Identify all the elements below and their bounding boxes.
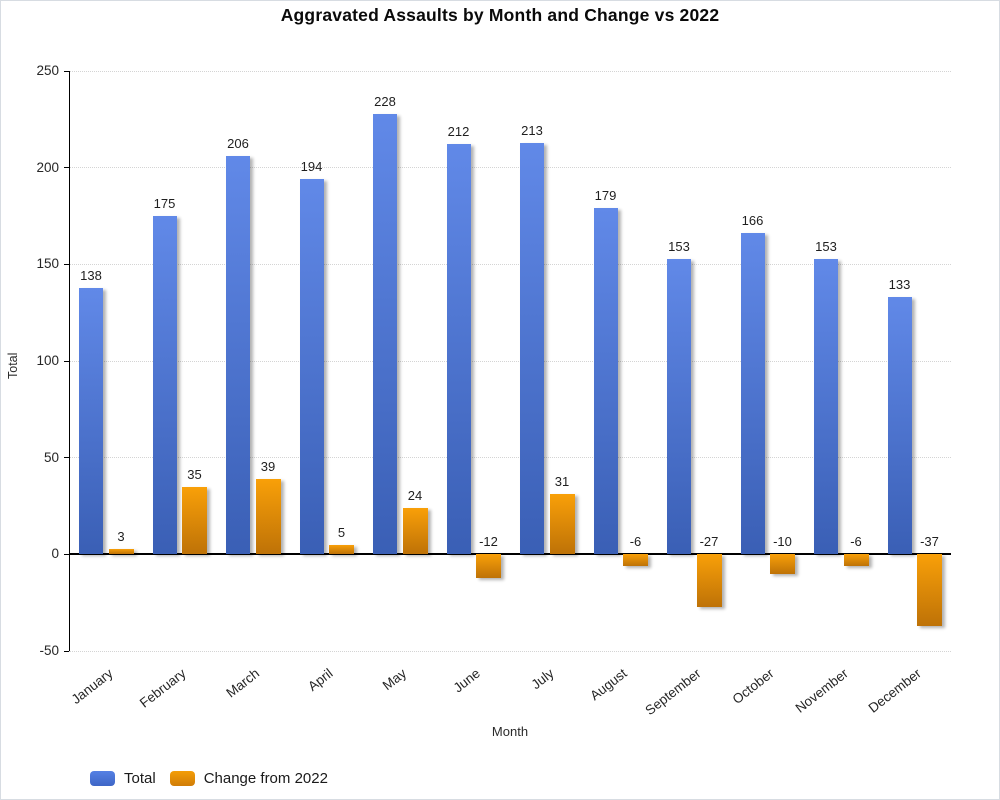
gridline — [69, 70, 951, 72]
value-label-total: 153 — [668, 238, 690, 254]
value-label-change: 3 — [117, 528, 125, 544]
bar-change-june[interactable] — [476, 554, 501, 578]
y-tick-mark — [64, 167, 69, 169]
bar-total-february[interactable] — [152, 216, 177, 555]
value-label-change: 39 — [260, 458, 276, 474]
y-tick-label: 50 — [43, 449, 59, 465]
bar-total-march[interactable] — [226, 156, 250, 555]
x-axis-title: Month — [491, 724, 529, 739]
bar-total-january[interactable] — [79, 287, 103, 555]
value-label-total: 153 — [815, 238, 837, 254]
zero-line — [69, 553, 951, 556]
y-tick-label: 100 — [36, 353, 59, 368]
x-tick-label-june: June — [450, 665, 484, 696]
legend-swatch-total[interactable] — [90, 771, 115, 786]
y-tick-label: 250 — [36, 63, 59, 78]
y-tick-label: 150 — [36, 256, 59, 272]
legend: Total Change from 2022 — [90, 770, 342, 787]
x-tick-label-december: December — [865, 665, 925, 716]
bar-total-november[interactable] — [814, 258, 838, 555]
gridline — [69, 167, 951, 169]
value-label-total: 166 — [741, 213, 764, 229]
y-tick-mark — [64, 650, 69, 652]
value-label-change: 24 — [407, 487, 423, 503]
x-tick-label-july: July — [528, 665, 557, 693]
x-tick-label-january: January — [68, 665, 116, 707]
value-label-change: -37 — [920, 534, 939, 550]
bar-change-may[interactable] — [402, 507, 428, 555]
x-tick-label-may: May — [380, 665, 410, 694]
bar-total-august[interactable] — [593, 208, 618, 555]
x-tick-label-september: September — [642, 665, 704, 719]
bar-total-december[interactable] — [887, 297, 912, 555]
bar-change-march[interactable] — [255, 478, 281, 555]
x-tick-label-november: November — [792, 665, 851, 716]
x-tick-label-february: February — [137, 665, 190, 711]
y-tick-mark — [64, 70, 69, 72]
y-tick-label: 0 — [51, 546, 59, 562]
y-tick-label: 200 — [36, 159, 59, 175]
value-label-total: 175 — [153, 196, 176, 211]
bar-change-october[interactable] — [770, 554, 795, 574]
value-label-change: -27 — [699, 534, 719, 550]
bar-total-june[interactable] — [446, 144, 471, 555]
x-tick-label-october: October — [730, 665, 778, 707]
chart-title: Aggravated Assaults by Month and Change … — [280, 5, 720, 25]
value-label-total: 228 — [374, 93, 396, 109]
bar-change-november[interactable] — [843, 554, 869, 566]
legend-swatch-change[interactable] — [169, 771, 195, 786]
value-label-change: -6 — [850, 534, 862, 550]
y-tick-mark — [64, 553, 69, 555]
value-label-total: 194 — [300, 159, 323, 175]
x-tick-label-april: April — [305, 665, 337, 695]
legend-label-change[interactable]: Change from 2022 — [203, 770, 328, 787]
bar-change-december[interactable] — [917, 554, 942, 626]
gridline — [69, 650, 951, 652]
value-label-total: 212 — [447, 124, 470, 140]
bar-total-april[interactable] — [299, 179, 324, 555]
value-label-change: 31 — [554, 474, 570, 490]
bar-total-october[interactable] — [740, 233, 765, 555]
value-label-total: 138 — [80, 267, 102, 283]
bar-change-april[interactable] — [329, 544, 354, 555]
value-label-change: 5 — [337, 524, 346, 540]
bar-change-july[interactable] — [549, 494, 575, 555]
gridline — [69, 457, 951, 459]
value-label-change: -12 — [479, 534, 498, 550]
y-axis-line — [68, 71, 70, 651]
bar-total-may[interactable] — [373, 113, 397, 555]
bar-change-august[interactable] — [623, 554, 648, 566]
value-label-total: 179 — [594, 188, 617, 204]
y-tick-mark — [64, 263, 69, 265]
legend-label-total[interactable]: Total — [124, 770, 156, 787]
x-tick-label-march: March — [223, 665, 263, 701]
value-label-total: 213 — [521, 122, 543, 138]
bar-change-january[interactable] — [108, 548, 134, 555]
value-label-change: 35 — [187, 466, 202, 482]
y-tick-mark — [64, 360, 69, 362]
bar-total-september[interactable] — [667, 258, 691, 555]
gridline — [69, 263, 951, 265]
gridline — [69, 360, 951, 362]
value-label-change: -10 — [773, 534, 792, 550]
y-tick-label: -50 — [39, 643, 59, 658]
bar-total-july[interactable] — [520, 142, 544, 555]
bar-change-september[interactable] — [696, 554, 722, 607]
value-label-total: 206 — [227, 136, 249, 152]
value-label-change: -6 — [629, 534, 642, 550]
y-tick-mark — [64, 457, 69, 459]
x-tick-label-august: August — [587, 665, 631, 704]
value-label-total: 133 — [888, 277, 911, 293]
bar-change-february[interactable] — [182, 486, 207, 555]
